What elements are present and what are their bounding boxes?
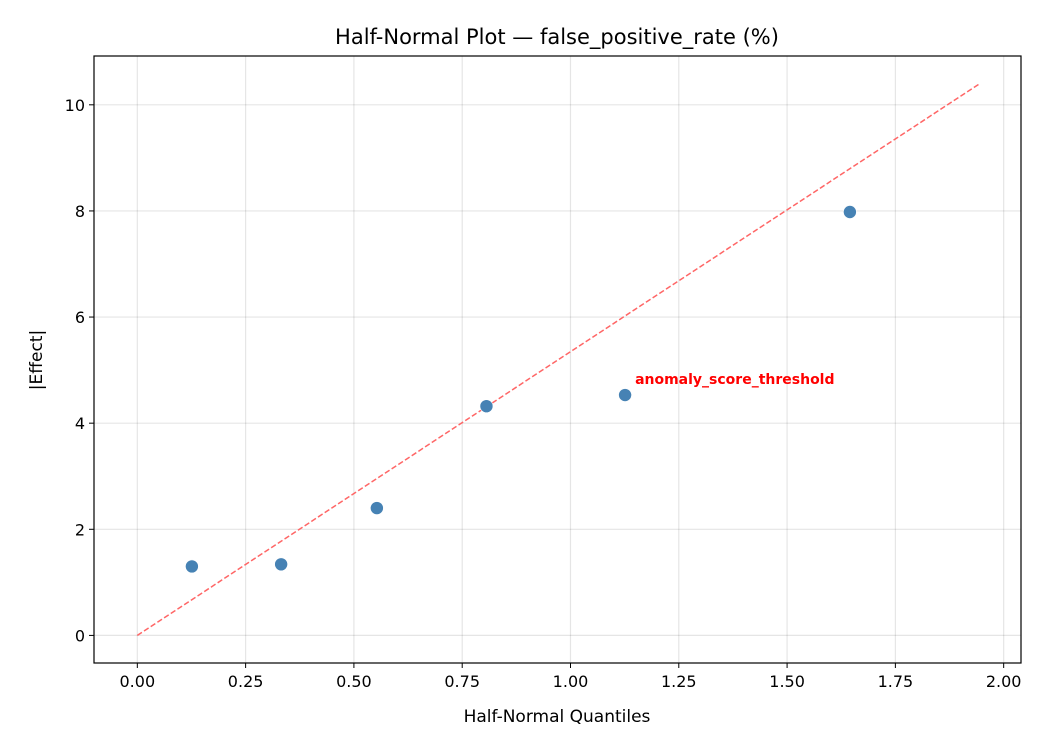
x-tick-label: 0.50 — [336, 672, 372, 691]
y-axis-label: |Effect| — [27, 330, 47, 390]
ticks: 0.00 0.25 0.50 0.75 1.00 1.25 1.50 1.75 2.00 0 2 4 6… — [65, 96, 1022, 691]
y-tick-label: 6 — [75, 308, 85, 327]
plot-frame — [93, 55, 1022, 664]
y-tick-label: 2 — [75, 520, 85, 539]
x-tick-label: 1.50 — [769, 672, 805, 691]
data-point — [370, 501, 384, 515]
x-tick-label: 0.25 — [228, 672, 264, 691]
x-axis-label: Half-Normal Quantiles — [464, 707, 651, 727]
marks: anomaly_score_threshold — [136, 82, 981, 637]
x-tick-label: 0.75 — [444, 672, 480, 691]
y-tick-label: 10 — [65, 96, 85, 115]
x-tick-label: 1.75 — [878, 672, 914, 691]
y-tick-label: 8 — [75, 202, 85, 221]
grid — [94, 56, 1021, 663]
x-tick-label: 1.25 — [661, 672, 697, 691]
y-tick-label: 0 — [75, 626, 85, 645]
data-point — [843, 205, 857, 219]
data-point — [274, 557, 288, 572]
data-point — [479, 399, 494, 413]
y-tick-label: 4 — [75, 414, 85, 433]
x-tick-label: 0.00 — [120, 672, 156, 691]
x-tick-label: 2.00 — [986, 672, 1022, 691]
chart-title: Half-Normal Plot — false_positive_rate (… — [335, 25, 779, 50]
x-tick-label: 1.00 — [553, 672, 589, 691]
data-point — [618, 388, 632, 402]
point-annotation: anomaly_score_threshold — [635, 372, 834, 388]
data-point — [185, 559, 199, 574]
reference-line — [136, 82, 981, 637]
